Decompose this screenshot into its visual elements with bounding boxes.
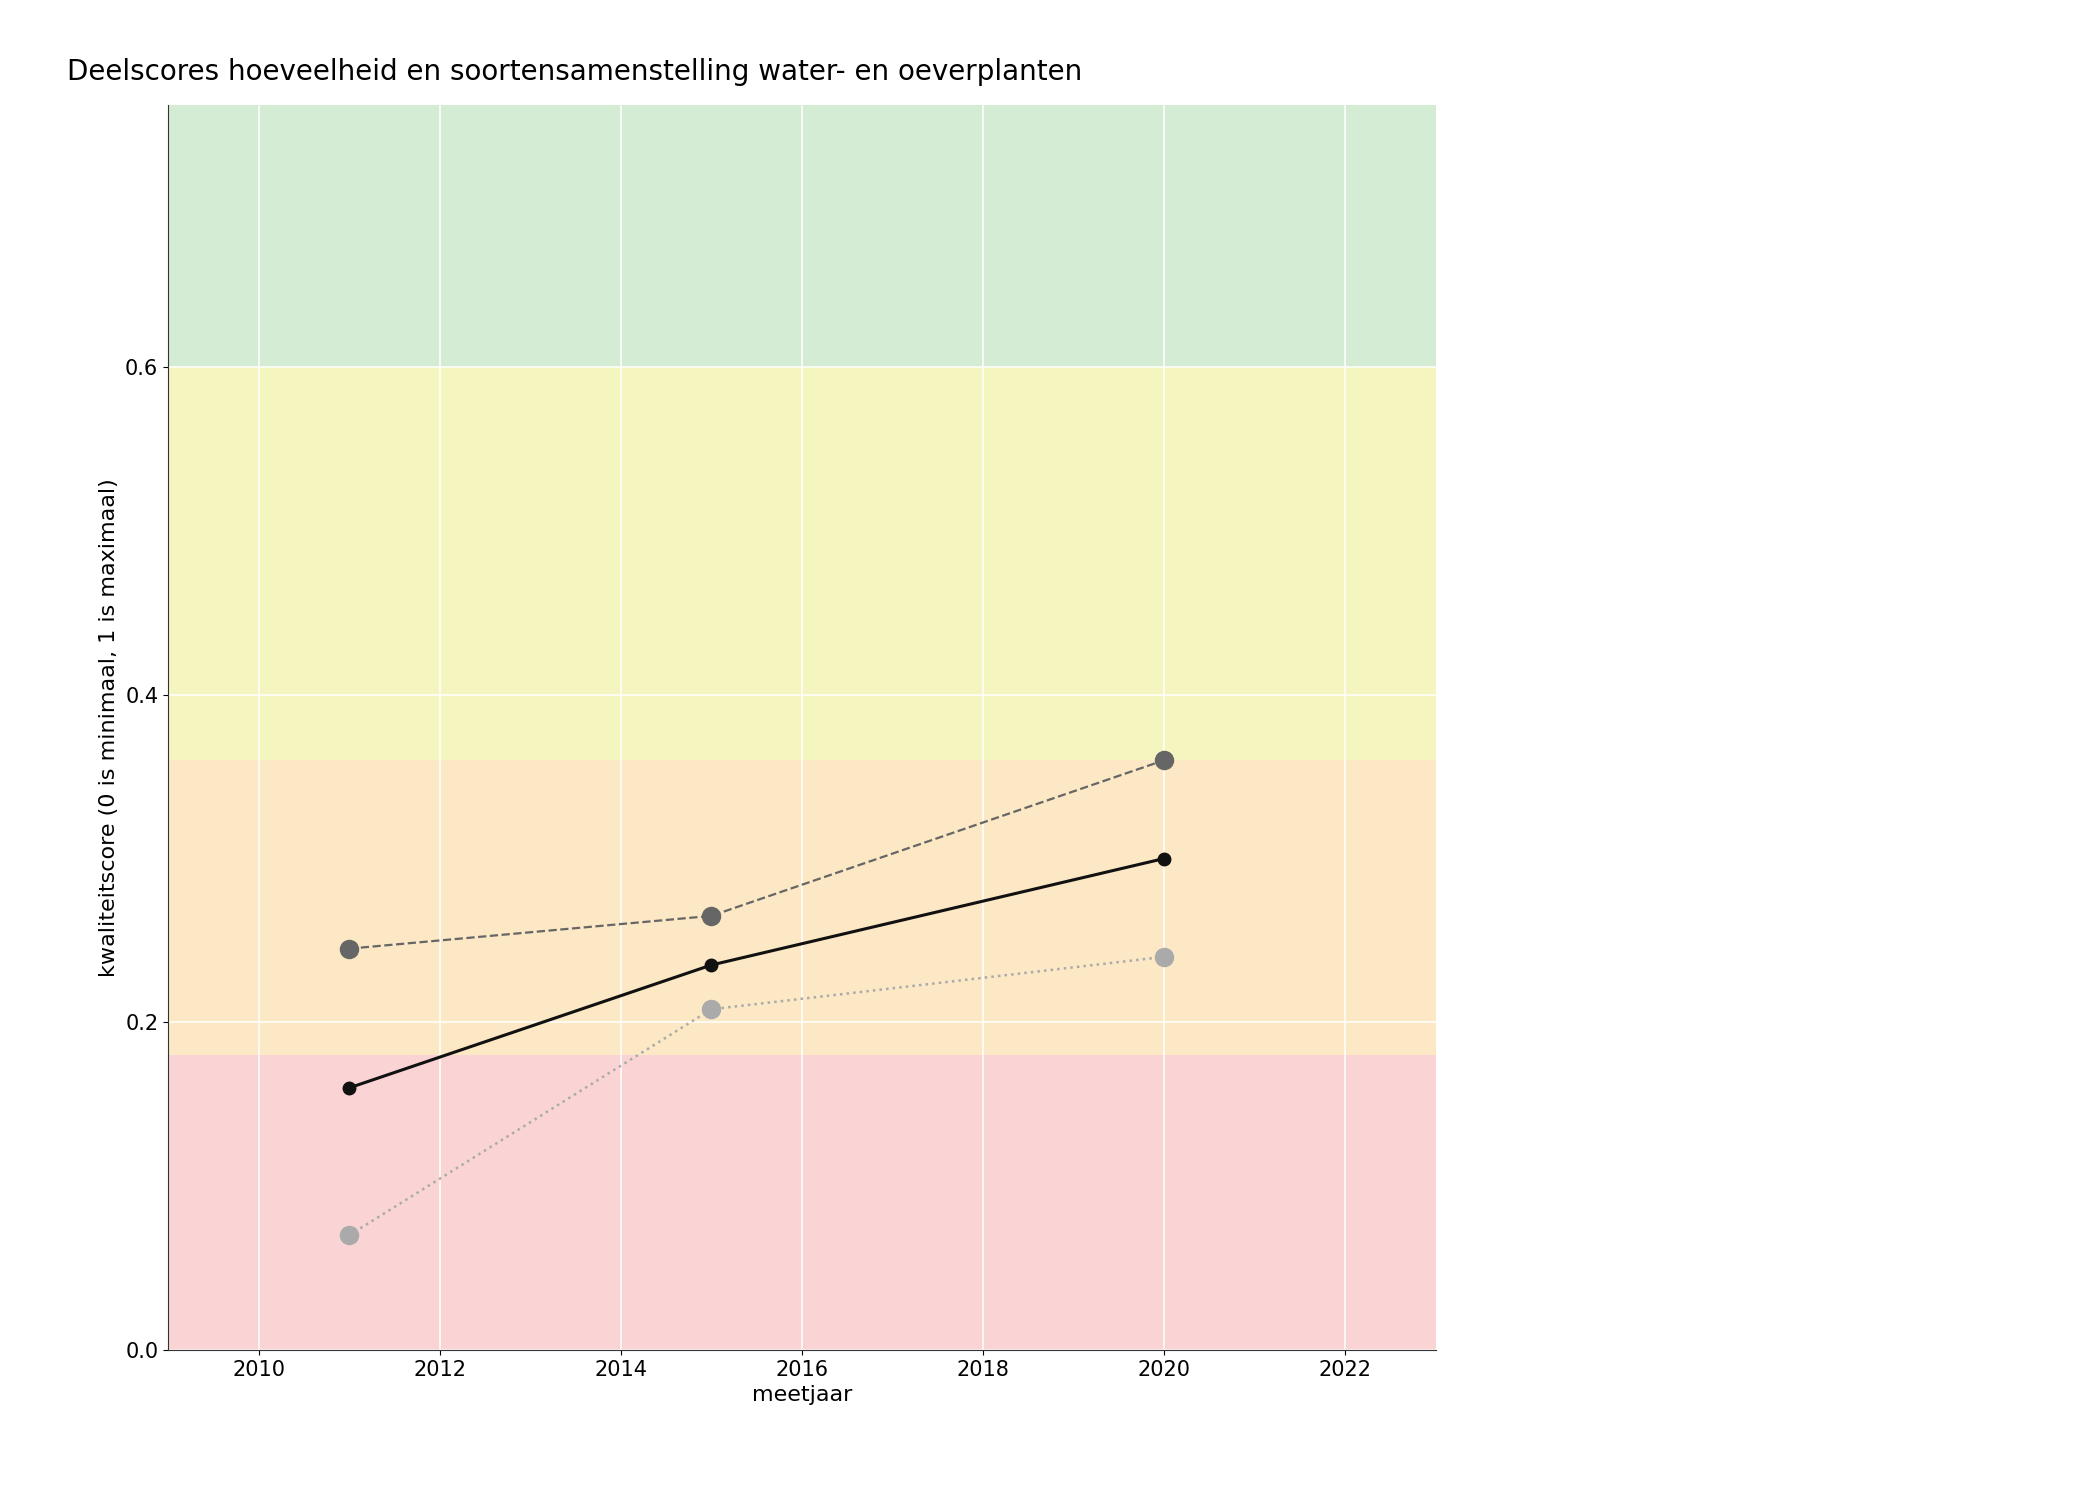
Bar [168,105,1436,368]
Bar [168,760,1436,1054]
Text: Water- en oeverplanten: Water- en oeverplanten [1655,855,1901,874]
Text: matig: matig [1642,394,1703,414]
Text: goed: goed [1642,294,1695,314]
Text: Indicator:: Indicator: [1510,753,1617,772]
Text: Deelscores hoeveelheid en soortensamenstelling water- en oeverplanten: Deelscores hoeveelheid en soortensamenst… [67,58,1082,86]
Text: Hoeveelheid planten: Hoeveelheid planten [1655,1078,1871,1098]
FancyBboxPatch shape [1510,470,1615,537]
Bar [168,1054,1436,1350]
FancyBboxPatch shape [1510,369,1615,438]
Text: Soortensamenstelling planten: Soortensamenstelling planten [1655,966,1968,987]
X-axis label: meetjaar: meetjaar [752,1386,853,1406]
FancyBboxPatch shape [1510,270,1615,339]
Text: ontoereikend: ontoereikend [1642,494,1781,513]
Text: Doel waterkwaliteit:: Doel waterkwaliteit: [1510,192,1735,211]
Y-axis label: kwaliteitscore (0 is minimaal, 1 is maximaal): kwaliteitscore (0 is minimaal, 1 is maxi… [99,478,120,976]
Bar [168,368,1436,760]
Text: slecht: slecht [1642,592,1705,613]
FancyBboxPatch shape [1510,568,1615,638]
